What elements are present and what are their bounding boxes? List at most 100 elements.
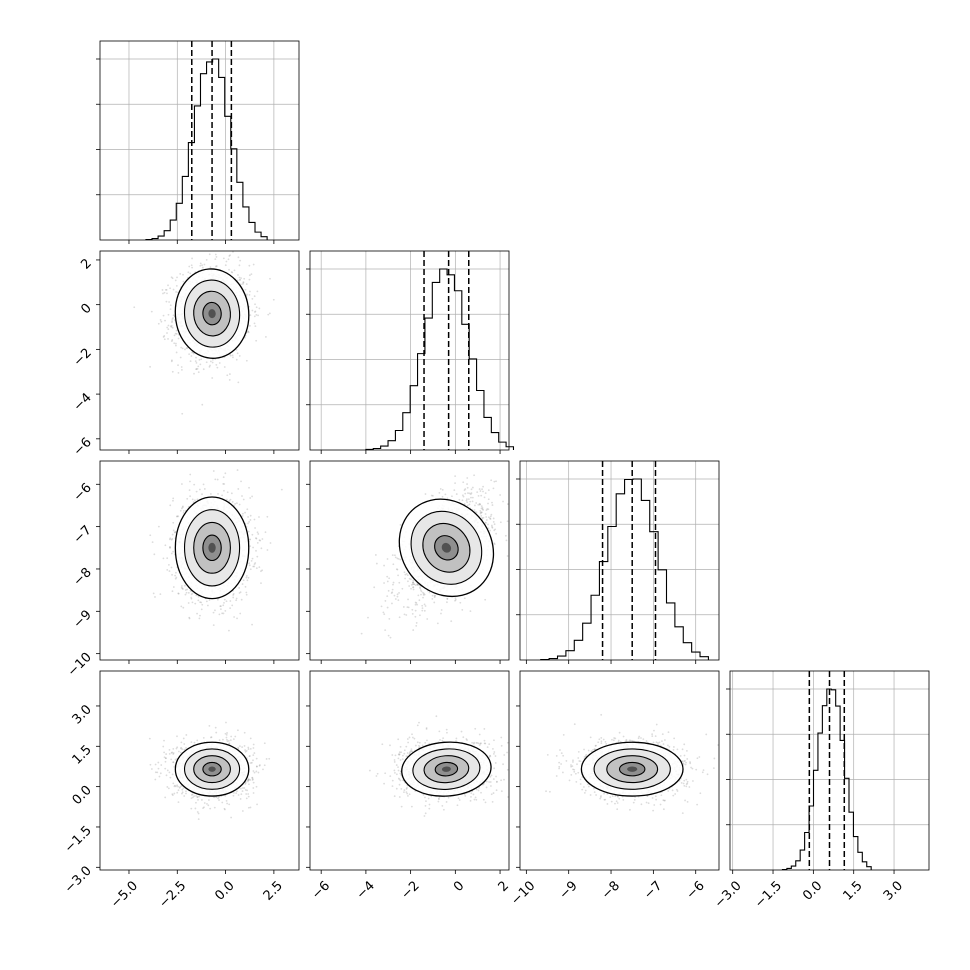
scatter-point xyxy=(386,558,389,560)
scatter-point xyxy=(255,765,258,768)
scatter-point xyxy=(171,326,174,329)
scatter-point xyxy=(258,539,261,542)
scatter-point xyxy=(249,568,252,571)
scatter-point xyxy=(471,496,474,499)
scatter-point xyxy=(150,310,153,313)
scatter-point xyxy=(423,609,426,612)
scatter-point xyxy=(258,307,261,310)
scatter-point xyxy=(191,498,194,501)
scatter-point xyxy=(150,768,153,770)
scatter-point xyxy=(391,588,394,591)
scatter-point xyxy=(191,266,194,269)
y-tick-label: −2 xyxy=(71,346,95,370)
scatter-point xyxy=(219,605,222,608)
scatter-point xyxy=(251,297,254,300)
scatter-point xyxy=(171,321,173,324)
x-tick-label: 3.0 xyxy=(881,878,906,903)
scatter-point xyxy=(175,344,177,347)
scatter-point xyxy=(247,330,250,333)
scatter-point xyxy=(422,596,424,599)
scatter-point xyxy=(246,330,249,333)
scatter-point xyxy=(209,493,212,495)
scatter-point xyxy=(239,259,242,262)
scatter-point xyxy=(260,582,262,585)
scatter-point xyxy=(487,489,490,492)
scatter-point xyxy=(479,511,482,514)
scatter-point xyxy=(239,591,242,594)
scatter-point xyxy=(226,491,229,494)
scatter-point xyxy=(166,332,168,334)
scatter-point xyxy=(228,255,231,257)
scatter-point xyxy=(487,498,490,501)
scatter-point xyxy=(446,597,449,600)
scatter-point xyxy=(251,623,253,626)
scatter-point xyxy=(466,498,468,501)
scatter-point xyxy=(231,271,234,274)
scatter-point xyxy=(479,503,482,506)
scatter-point xyxy=(172,497,175,500)
scatter-point xyxy=(203,488,206,490)
scatter-point xyxy=(220,605,222,607)
scatter-point xyxy=(162,292,164,295)
scatter-point xyxy=(226,374,229,377)
scatter-point xyxy=(176,515,178,518)
scatter-point xyxy=(168,752,171,755)
scatter-point xyxy=(197,595,200,598)
scatter-point xyxy=(431,594,434,597)
scatter-point xyxy=(249,545,252,548)
scatter-point xyxy=(494,528,497,531)
scatter-point xyxy=(252,546,254,549)
scatter-point xyxy=(406,606,409,609)
scatter-point xyxy=(214,258,217,261)
scatter-point xyxy=(254,310,257,313)
scatter-point xyxy=(248,264,251,267)
scatter-point xyxy=(242,512,244,515)
scatter-point xyxy=(230,735,233,738)
scatter-point xyxy=(168,538,171,541)
scatter-point xyxy=(247,795,250,798)
scatter-point xyxy=(171,339,174,341)
scatter-point xyxy=(195,490,198,493)
scatter-point xyxy=(154,596,156,598)
scatter-point xyxy=(170,340,173,343)
scatter-point xyxy=(416,583,419,585)
scatter-point xyxy=(269,277,271,280)
scatter-point xyxy=(506,555,509,557)
scatter-point xyxy=(413,583,416,586)
scatter-point xyxy=(479,512,482,515)
scatter-point xyxy=(236,790,238,793)
scatter-point xyxy=(235,597,238,600)
scatter-point xyxy=(480,494,483,497)
scatter-point xyxy=(172,317,174,319)
scatter-point xyxy=(256,531,259,534)
scatter-point xyxy=(484,492,487,494)
scatter-point xyxy=(160,764,163,766)
scatter-point xyxy=(396,557,399,560)
scatter-point xyxy=(179,509,182,512)
scatter-point xyxy=(256,555,259,558)
panel-frame xyxy=(99,250,300,451)
scatter-point xyxy=(245,576,248,579)
scatter-point xyxy=(493,542,496,545)
scatter-point xyxy=(228,742,231,745)
scatter-point xyxy=(421,607,424,610)
scatter-point xyxy=(259,539,262,542)
scatter-point xyxy=(182,505,184,508)
scatter-point xyxy=(175,333,178,335)
scatter-point xyxy=(241,583,244,585)
scatter-point xyxy=(203,806,205,809)
scatter-point xyxy=(236,502,238,505)
scatter-point xyxy=(153,553,156,556)
scatter-point xyxy=(477,494,480,497)
scatter-point xyxy=(177,592,180,595)
scatter-point xyxy=(208,599,211,601)
scatter-point xyxy=(175,576,178,579)
scatter-point xyxy=(177,515,180,518)
scatter-point xyxy=(162,336,165,338)
scatter-point xyxy=(469,493,472,496)
scatter-point xyxy=(172,752,175,754)
scatter-point xyxy=(196,498,199,501)
scatter-point xyxy=(408,585,411,587)
density-contour xyxy=(441,542,452,553)
